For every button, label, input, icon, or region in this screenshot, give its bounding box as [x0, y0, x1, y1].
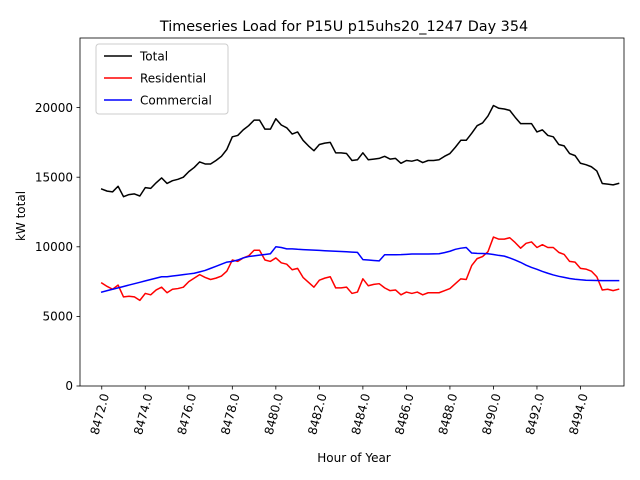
- y-tick-label: 0: [65, 379, 73, 393]
- series-line-commercial: [100, 246, 620, 293]
- y-tick-label: 10000: [35, 240, 73, 254]
- plot-area: [79, 37, 625, 387]
- y-tick-label: 20000: [35, 101, 73, 115]
- legend-label-total: Total: [139, 50, 168, 64]
- series-line-total: [100, 104, 620, 198]
- legend-box: [95, 43, 229, 115]
- x-axis-label: Hour of Year: [317, 451, 391, 465]
- legend-label-residential: Residential: [140, 72, 206, 86]
- axes-frame: [79, 37, 625, 387]
- y-tick-label: 15000: [35, 170, 73, 184]
- legend-label-commercial: Commercial: [140, 94, 212, 108]
- y-tick-label: 5000: [42, 310, 73, 324]
- series-line-residential: [100, 236, 620, 302]
- y-axis-label: kW total: [14, 191, 28, 241]
- chart-title: Timeseries Load for P15U p15uhs20_1247 D…: [159, 19, 528, 35]
- legend: Total Residential Commercial: [95, 43, 229, 115]
